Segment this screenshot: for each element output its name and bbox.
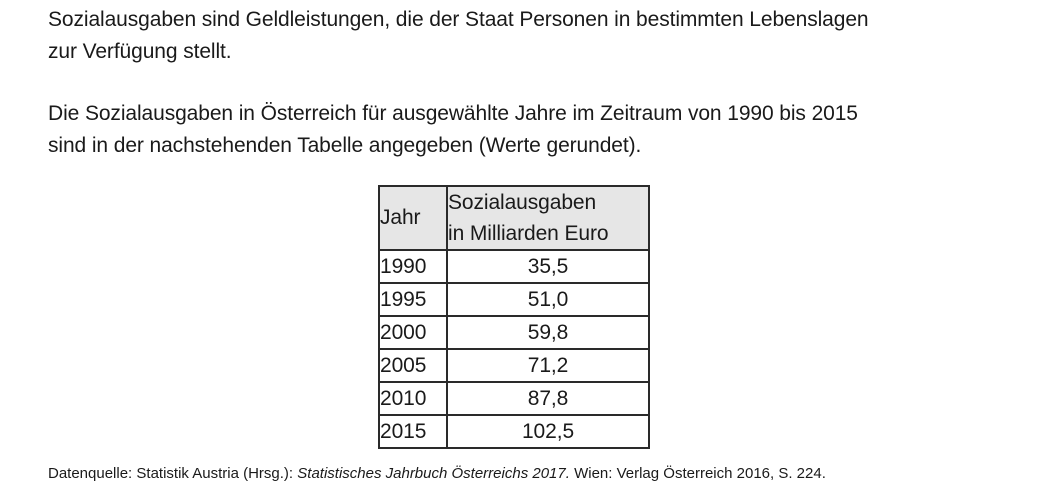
cell-year: 2010 [378,381,448,416]
table-header-row: Jahr Sozialausgaben in Milliarden Euro [378,185,650,251]
data-source-note: Datenquelle: Statistik Austria (Hrsg.): … [48,464,826,484]
header-value: Sozialausgaben in Milliarden Euro [446,185,650,251]
cell-value: 35,5 [446,249,650,284]
cell-value: 102,5 [446,414,650,449]
cell-year: 2000 [378,315,448,350]
cell-year: 2005 [378,348,448,383]
table-row: 2000 59,8 [378,315,650,350]
header-year: Jahr [378,185,448,251]
header-value-line-2: in Milliarden Euro [448,222,609,245]
table-row: 2015 102,5 [378,414,650,449]
description-line-2: sind in der nachstehenden Tabelle angege… [48,134,642,157]
source-prefix: Datenquelle: Statistik Austria (Hrsg.): [48,465,298,482]
cell-value: 87,8 [446,381,650,416]
source-suffix: Wien: Verlag Österreich 2016, S. 224. [569,465,826,482]
intro-line-1: Sozialausgaben sind Geldleistungen, die … [48,8,869,31]
cell-value: 51,0 [446,282,650,317]
table-row: 1990 35,5 [378,249,650,284]
description-line-1: Die Sozialausgaben in Österreich für aus… [48,102,858,125]
table-row: 2010 87,8 [378,381,650,416]
cell-year: 1990 [378,249,448,284]
intro-line-2: zur Verfügung stellt. [48,40,232,63]
cell-year: 2015 [378,414,448,449]
header-value-line-1: Sozialausgaben [448,191,597,214]
table-row: 2005 71,2 [378,348,650,383]
intro-paragraph: Sozialausgaben sind Geldleistungen, die … [48,4,869,68]
cell-value: 59,8 [446,315,650,350]
source-title: Statistisches Jahrbuch Österreichs 2017. [297,465,570,482]
description-paragraph: Die Sozialausgaben in Österreich für aus… [48,98,858,162]
cell-year: 1995 [378,282,448,317]
cell-value: 71,2 [446,348,650,383]
table-row: 1995 51,0 [378,282,650,317]
social-spending-table: Jahr Sozialausgaben in Milliarden Euro 1… [378,185,650,449]
